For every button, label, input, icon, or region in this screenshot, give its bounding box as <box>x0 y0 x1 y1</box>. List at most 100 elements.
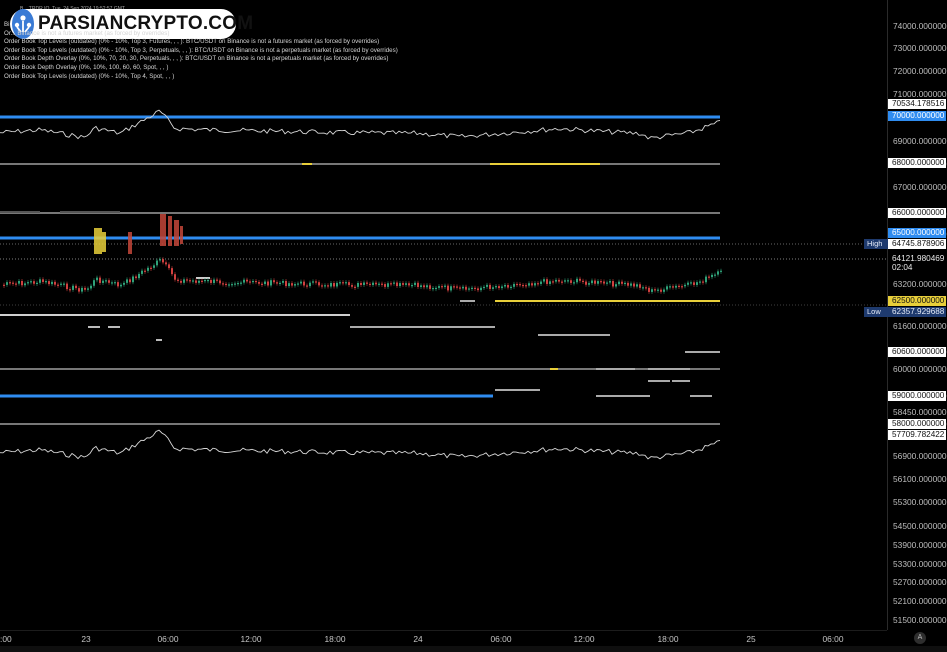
candle-body <box>318 282 320 286</box>
candle-body <box>591 280 593 284</box>
price-tag: 62357.929688 <box>888 307 946 317</box>
candle-body <box>123 282 125 285</box>
time-tick-label: 18:00 <box>657 634 679 644</box>
price-axis[interactable]: 74000.000000 73000.000000 72000.000000 7100… <box>888 0 947 630</box>
candle-body <box>426 285 428 288</box>
time-tick-label: 12:00 <box>240 634 262 644</box>
price-tag: 59000.000000 <box>888 391 946 401</box>
candle-body <box>39 279 41 283</box>
candle-body <box>717 271 719 275</box>
legend-line[interactable]: Bi <box>4 21 10 28</box>
candle-body <box>615 284 617 287</box>
price-tick-label: 72000.000000 <box>893 66 947 76</box>
candle-body <box>252 280 254 283</box>
candle-body <box>288 283 290 287</box>
candle-body <box>27 282 29 284</box>
candle-body <box>138 273 140 279</box>
candle-body <box>666 286 668 290</box>
candle-body <box>654 289 656 291</box>
candle-body <box>714 274 716 276</box>
candle-body <box>612 281 614 287</box>
indicator-legend: Bi Or... Binance is not a futures market… <box>4 21 398 81</box>
candle-body <box>69 289 71 291</box>
candle-body <box>645 287 647 289</box>
candle-body <box>354 286 356 288</box>
candle-body <box>681 286 683 288</box>
candle-body <box>384 284 386 287</box>
candle-body <box>552 281 554 283</box>
candle-body <box>396 282 398 287</box>
candle-body <box>96 277 98 281</box>
candle-body <box>57 284 59 286</box>
legend-line[interactable]: Or... Binance is not a futures market (a… <box>4 29 170 37</box>
candle-body <box>702 281 704 283</box>
price-tag: 64121.980469 <box>888 254 946 264</box>
candle-body <box>267 281 269 286</box>
price-tag: 58000.000000 <box>888 419 946 429</box>
candle-body <box>369 283 371 286</box>
candle-body <box>285 280 287 287</box>
candle-body <box>441 286 443 288</box>
candle-body <box>387 283 389 287</box>
candle-body <box>234 283 236 285</box>
candle-body <box>144 270 146 272</box>
candle-body <box>510 286 512 289</box>
candle-body <box>192 280 194 282</box>
candle-body <box>411 285 413 287</box>
candle-body <box>126 279 128 283</box>
candle-body <box>225 283 227 286</box>
price-tag: 65000.000000 <box>888 228 946 238</box>
candle-body <box>471 287 473 290</box>
price-tick-label: 58450.000000 <box>893 407 947 417</box>
candle-body <box>219 280 221 284</box>
candle-body <box>579 278 581 281</box>
candle-body <box>255 280 257 283</box>
candle-body <box>117 282 119 287</box>
candle-body <box>660 289 662 292</box>
candle-body <box>453 286 455 288</box>
legend-line[interactable]: Order Book Depth Overlay (0%, 10%, 70, 2… <box>4 55 389 63</box>
candle-body <box>102 280 104 283</box>
bottom-bar <box>0 646 947 652</box>
candle-body <box>381 283 383 285</box>
heatmap-bar <box>102 232 106 252</box>
candle-body <box>273 280 275 283</box>
candle-body <box>294 284 296 286</box>
legend-line[interactable]: Order Book Depth Overlay (0%, 10%, 100, … <box>4 63 169 71</box>
legend-line[interactable]: Order Book Top Levels (outdated) (0% - 1… <box>4 72 175 80</box>
price-tag: 60600.000000 <box>888 347 946 357</box>
candle-body <box>390 283 392 285</box>
candle-body <box>549 281 551 284</box>
candle-body <box>576 278 578 283</box>
candle-body <box>459 287 461 289</box>
candle-body <box>444 285 446 287</box>
candle-body <box>207 279 209 282</box>
price-tick-label: 69000.000000 <box>893 136 947 146</box>
auto-scale-button[interactable]: A <box>914 632 926 644</box>
candle-body <box>291 283 293 286</box>
candle-body <box>603 281 605 284</box>
candle-body <box>216 279 218 281</box>
parsiancrypto-logo: PARSIANCRYPTO.COM <box>10 9 253 39</box>
candle-body <box>483 286 485 289</box>
candle-body <box>105 280 107 282</box>
candle-body <box>231 284 233 286</box>
price-tick-label: 67000.000000 <box>893 182 947 192</box>
candle-body <box>180 280 182 283</box>
candle-body <box>555 279 557 282</box>
price-tick-label: 52100.000000 <box>893 596 947 606</box>
candle-body <box>6 282 8 285</box>
candle-body <box>558 279 560 282</box>
legend-line[interactable]: Order Book Top Levels (outdated) (0% - 1… <box>4 38 380 46</box>
time-tick-label: 12:00 <box>573 634 595 644</box>
time-axis[interactable]: :00 23 06:00 12:00 18:00 24 06:00 12:00 18:00 25 0… <box>0 630 887 647</box>
time-tick-label: 25 <box>746 634 756 644</box>
candle-body <box>141 270 143 274</box>
candle-body <box>429 285 431 289</box>
candle-body <box>120 284 122 287</box>
legend-line[interactable]: Order Book Top Levels (outdated) (0% - 1… <box>4 46 398 54</box>
candle-body <box>450 286 452 291</box>
candle-body <box>564 280 566 282</box>
price-tag: 70000.000000 <box>888 111 946 121</box>
